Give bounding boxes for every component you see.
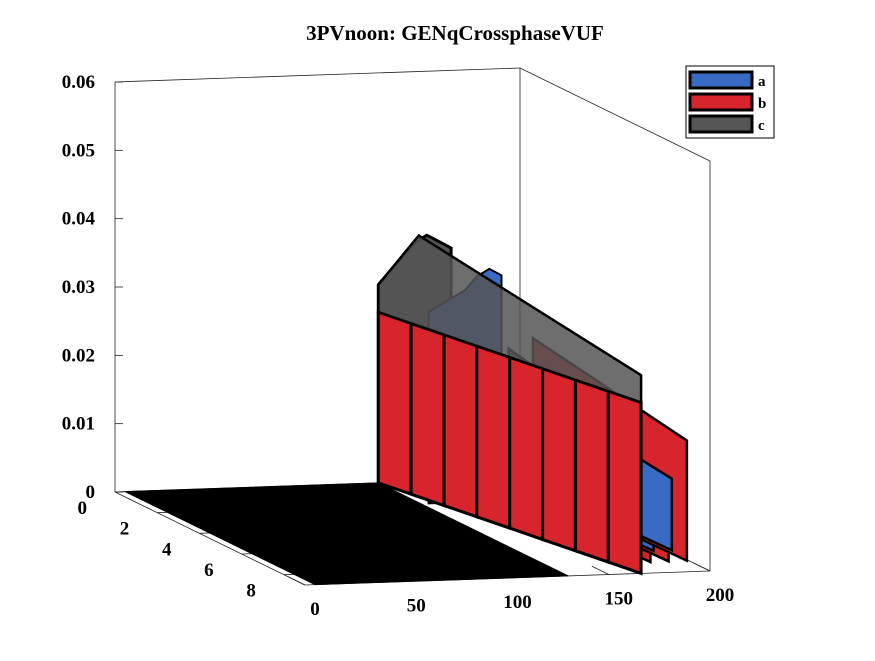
y-tick-label-0: 0	[78, 498, 88, 519]
box-edge-4	[519, 67, 711, 162]
z-tick-label-0: 0	[86, 482, 96, 503]
box-edge-2	[114, 67, 521, 83]
z-tick-label-5: 0.05	[62, 140, 95, 161]
legend-label-b: b	[758, 96, 766, 112]
surface-b-strip-2	[442, 332, 479, 519]
legend-swatch-a	[688, 70, 754, 90]
surface-b-strip-6	[573, 377, 610, 565]
y-tick-label-1: 2	[120, 519, 130, 540]
box-edge-7	[114, 491, 306, 586]
surface-b-strip-3	[475, 343, 512, 531]
legend-label-c: c	[758, 118, 765, 134]
chart-title: 3PVnoon: GENqCrossphaseVUF	[306, 21, 604, 45]
tick-labels: 0 0.01 0.02 0.03 0.04 0.05 0.06 0 50 100 150 200 0 2 4…	[62, 72, 735, 620]
legend: abc	[685, 65, 775, 139]
z-tick-label-6: 0.06	[62, 72, 95, 93]
y-tick-label-4: 8	[246, 581, 256, 602]
x-tick-label-2: 100	[503, 592, 532, 613]
x-tick-mark-4	[692, 562, 711, 572]
surface-b-strip-4	[508, 355, 545, 542]
surface-b-strip-5	[541, 366, 577, 553]
x-tick-label-3: 150	[605, 589, 634, 610]
surface	[124, 233, 689, 586]
surface-b-strip-1	[409, 321, 446, 508]
y-tick-label-2: 4	[162, 539, 172, 560]
legend-swatch-b	[688, 92, 754, 112]
surface-c-cap	[377, 233, 643, 405]
x-tick-label-0: 0	[310, 599, 320, 620]
z-tick-label-3: 0.03	[62, 277, 95, 298]
z-tick-label-4: 0.04	[62, 209, 96, 230]
legend-swatch-c	[688, 114, 754, 134]
y-tick-label-3: 6	[204, 560, 214, 581]
surface-b-strip-0	[376, 309, 413, 497]
x-tick-mark-3	[591, 565, 609, 575]
legend-label-a: a	[758, 74, 766, 90]
x-tick-label-4: 200	[706, 585, 735, 606]
x-tick-mark-0	[287, 576, 306, 586]
floor-surface	[124, 482, 569, 586]
surface-b-strip-7	[606, 389, 643, 576]
z-tick-label-2: 0.02	[62, 345, 95, 366]
z-tick-label-1: 0.01	[62, 414, 95, 435]
x-tick-label-1: 50	[407, 596, 426, 617]
